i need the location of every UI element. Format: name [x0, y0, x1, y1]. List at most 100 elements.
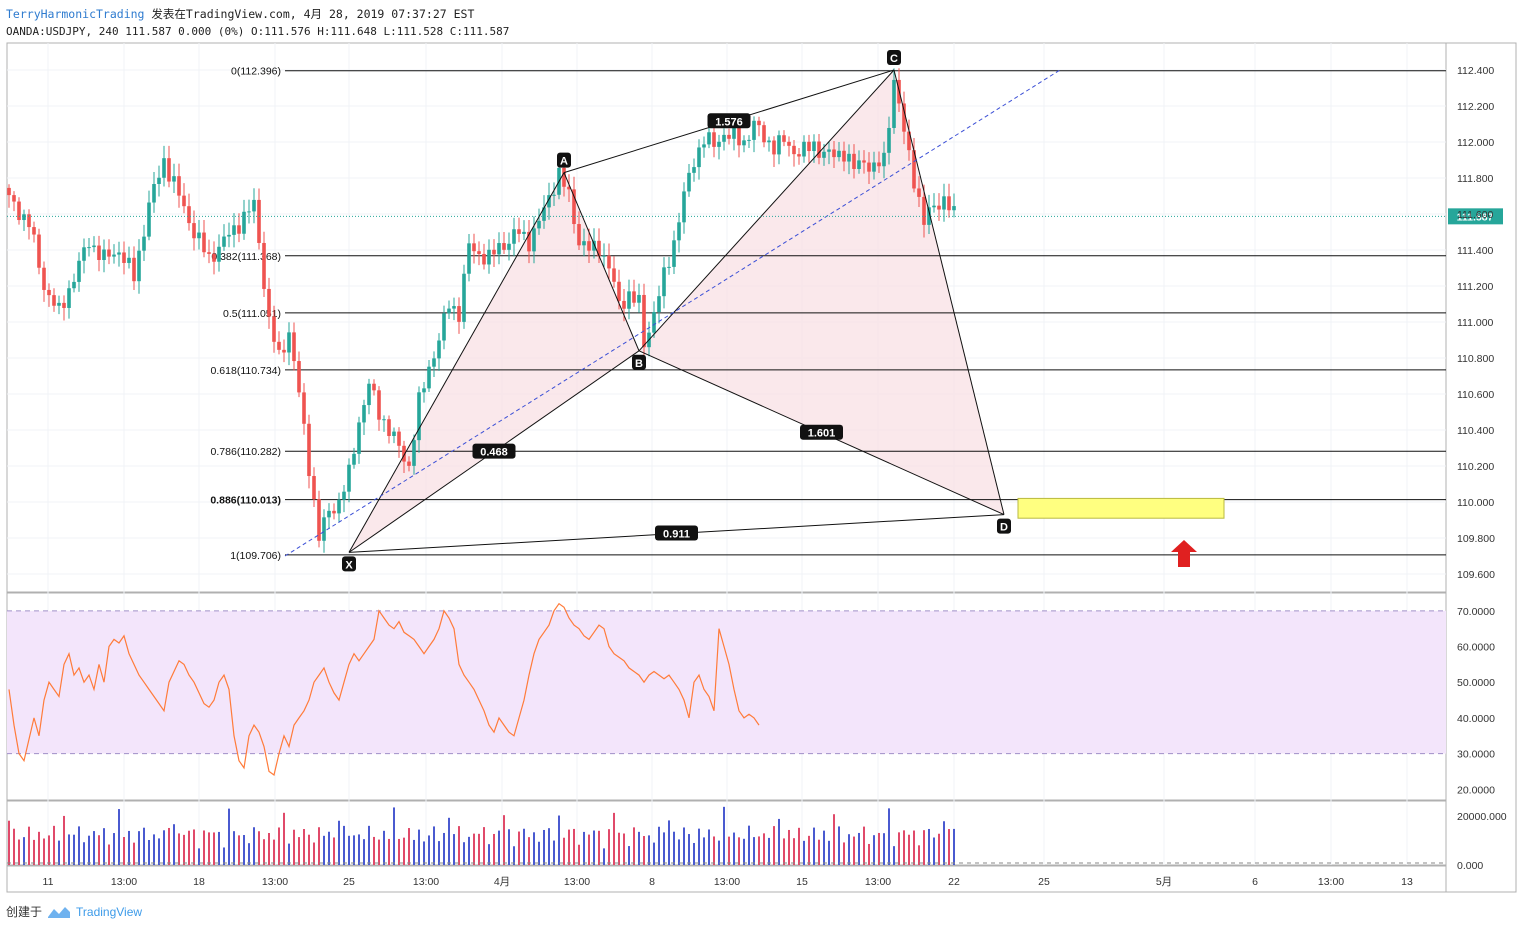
- candle-body: [657, 296, 661, 313]
- point-label: X: [345, 559, 353, 571]
- candle-body: [727, 134, 731, 139]
- candle-body: [267, 288, 271, 317]
- candle-body: [602, 255, 606, 257]
- candle-body: [847, 153, 851, 162]
- candle-body: [517, 229, 521, 234]
- point-label-box: [997, 518, 1011, 534]
- candle-body: [342, 491, 346, 500]
- candle-body: [417, 392, 421, 441]
- time-axis: [6, 865, 1447, 893]
- pattern-overlay: X A B C D 0.468 1.576 1.601 0.911 111.587: [7, 50, 1503, 572]
- candle-body: [107, 249, 111, 257]
- price-tick-label: 111.200: [1457, 281, 1494, 293]
- candle-body: [47, 289, 51, 296]
- candle-body: [432, 358, 436, 367]
- candle-body: [172, 176, 176, 182]
- time-tick-label: 13:00: [262, 876, 288, 888]
- candle-body: [17, 201, 21, 221]
- candle-body: [537, 220, 541, 229]
- time-tick-label: 5月: [1156, 876, 1172, 888]
- ratio-label-box: [800, 424, 843, 440]
- candle-body: [832, 149, 836, 158]
- candle-body: [842, 150, 846, 162]
- candle-body: [482, 253, 486, 265]
- candle-body: [127, 257, 131, 263]
- fib-level-label: 0.786(110.282): [211, 446, 281, 458]
- candle-body: [77, 260, 81, 282]
- time-tick-label: 13: [1401, 876, 1413, 888]
- candle-body: [802, 141, 806, 157]
- candle-body: [547, 195, 551, 208]
- rsi-tick-label: 30.0000: [1457, 749, 1495, 761]
- candle-body: [612, 268, 616, 282]
- candle-body: [572, 189, 576, 225]
- price-tick-label: 110.000: [1457, 497, 1494, 509]
- volume-layer: [7, 806, 1446, 865]
- fib-level-label: 0.618(110.734): [211, 365, 281, 377]
- up-arrow-icon: [1171, 540, 1197, 567]
- author-link[interactable]: TerryHarmonicTrading: [6, 7, 145, 21]
- price-tick-label: 111.600: [1457, 209, 1494, 221]
- point-label-box: [342, 556, 356, 572]
- candle-body: [382, 419, 386, 421]
- candle-body: [357, 422, 361, 454]
- candle-body: [477, 251, 481, 254]
- candle-body: [442, 313, 446, 341]
- candle-body: [807, 141, 811, 152]
- tradingview-logo-icon: [48, 906, 71, 918]
- candle-body: [512, 229, 516, 244]
- point-label-box: [557, 152, 571, 168]
- candle-body: [912, 150, 916, 189]
- candle-body: [687, 172, 691, 192]
- fib-level-label: 0(112.396): [231, 66, 281, 78]
- candle-body: [232, 225, 236, 235]
- candle-body: [67, 288, 71, 308]
- footer: 创建于 TradingView: [6, 903, 142, 920]
- rsi-tick-label: 20.0000: [1457, 784, 1495, 796]
- point-label: C: [890, 53, 898, 65]
- candle-body: [297, 361, 301, 393]
- point-label: B: [635, 358, 643, 370]
- candle-body: [122, 252, 126, 263]
- candle-body: [587, 241, 591, 251]
- candle-body: [422, 388, 426, 393]
- candle-body: [317, 499, 321, 541]
- candle-body: [192, 223, 196, 239]
- candle-body: [937, 205, 941, 210]
- symbol-ohlc-line: OANDA:USDJPY, 240 111.587 0.000 (0%) O:1…: [6, 25, 510, 38]
- tradingview-brand[interactable]: TradingView: [76, 904, 143, 919]
- time-tick-label: 6: [1252, 876, 1258, 888]
- price-tick-label: 110.800: [1457, 353, 1494, 365]
- candle-body: [617, 281, 621, 301]
- rsi-tick-label: 70.0000: [1457, 606, 1495, 618]
- publish-info: 发表在TradingView.com, 4月 28, 2019 07:37:27…: [151, 7, 475, 21]
- candle-body: [227, 234, 231, 237]
- candle-body: [822, 151, 826, 158]
- candle-body: [662, 267, 666, 297]
- candle-body: [952, 206, 956, 211]
- candle-body: [692, 167, 696, 173]
- price-tick-label: 112.400: [1457, 65, 1494, 77]
- ratio-label: 1.576: [715, 116, 743, 128]
- candle-body: [852, 153, 856, 169]
- rsi-tick-label: 60.0000: [1457, 642, 1495, 654]
- candle-body: [787, 141, 791, 146]
- candle-body: [772, 140, 776, 155]
- candle-body: [522, 231, 526, 234]
- candle-body: [207, 252, 211, 254]
- candle-body: [32, 227, 36, 235]
- candle-body: [252, 199, 256, 212]
- candle-body: [57, 302, 61, 306]
- candle-body: [877, 162, 881, 167]
- price-axis: [1445, 42, 1517, 893]
- candle-body: [362, 405, 366, 423]
- time-tick-label: 13:00: [865, 876, 891, 888]
- candle-body: [262, 242, 266, 289]
- candle-body: [527, 231, 531, 252]
- price-tick-label: 111.800: [1457, 173, 1494, 185]
- price-tick-label: 109.800: [1457, 533, 1495, 545]
- candle-body: [757, 120, 761, 126]
- candle-body: [12, 195, 16, 202]
- candle-body: [607, 255, 611, 269]
